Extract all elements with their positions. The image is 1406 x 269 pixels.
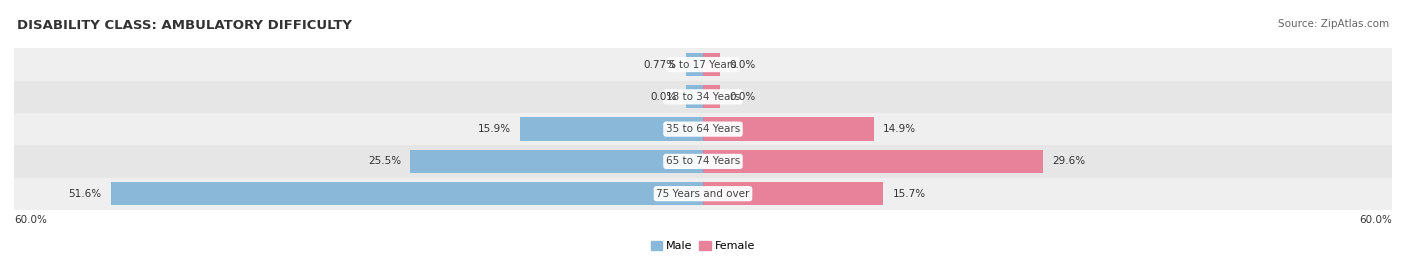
Bar — [686, 85, 703, 108]
Text: 0.0%: 0.0% — [730, 59, 755, 70]
Text: 18 to 34 Years: 18 to 34 Years — [666, 92, 740, 102]
Bar — [686, 53, 703, 76]
Text: 0.77%: 0.77% — [644, 59, 676, 70]
Text: DISABILITY CLASS: AMBULATORY DIFFICULTY: DISABILITY CLASS: AMBULATORY DIFFICULTY — [17, 19, 352, 32]
Bar — [14, 145, 1392, 178]
Text: 51.6%: 51.6% — [69, 189, 101, 199]
Bar — [14, 178, 1392, 210]
Bar — [111, 182, 703, 205]
Bar — [411, 150, 703, 173]
Bar — [14, 113, 1392, 145]
Text: 15.7%: 15.7% — [893, 189, 925, 199]
Bar — [520, 118, 703, 141]
Bar — [703, 85, 720, 108]
Text: 35 to 64 Years: 35 to 64 Years — [666, 124, 740, 134]
Bar — [703, 118, 875, 141]
Text: 60.0%: 60.0% — [1360, 215, 1392, 225]
Bar — [703, 182, 883, 205]
Bar — [703, 150, 1043, 173]
Text: Source: ZipAtlas.com: Source: ZipAtlas.com — [1278, 19, 1389, 29]
Text: 14.9%: 14.9% — [883, 124, 917, 134]
Bar — [14, 48, 1392, 81]
Text: 29.6%: 29.6% — [1052, 156, 1085, 167]
Bar — [703, 53, 720, 76]
Text: 60.0%: 60.0% — [14, 215, 46, 225]
Text: 65 to 74 Years: 65 to 74 Years — [666, 156, 740, 167]
Legend: Male, Female: Male, Female — [647, 236, 759, 256]
Text: 75 Years and over: 75 Years and over — [657, 189, 749, 199]
Text: 5 to 17 Years: 5 to 17 Years — [669, 59, 737, 70]
Bar — [14, 81, 1392, 113]
Text: 0.0%: 0.0% — [651, 92, 676, 102]
Text: 15.9%: 15.9% — [478, 124, 512, 134]
Text: 25.5%: 25.5% — [368, 156, 401, 167]
Text: 0.0%: 0.0% — [730, 92, 755, 102]
